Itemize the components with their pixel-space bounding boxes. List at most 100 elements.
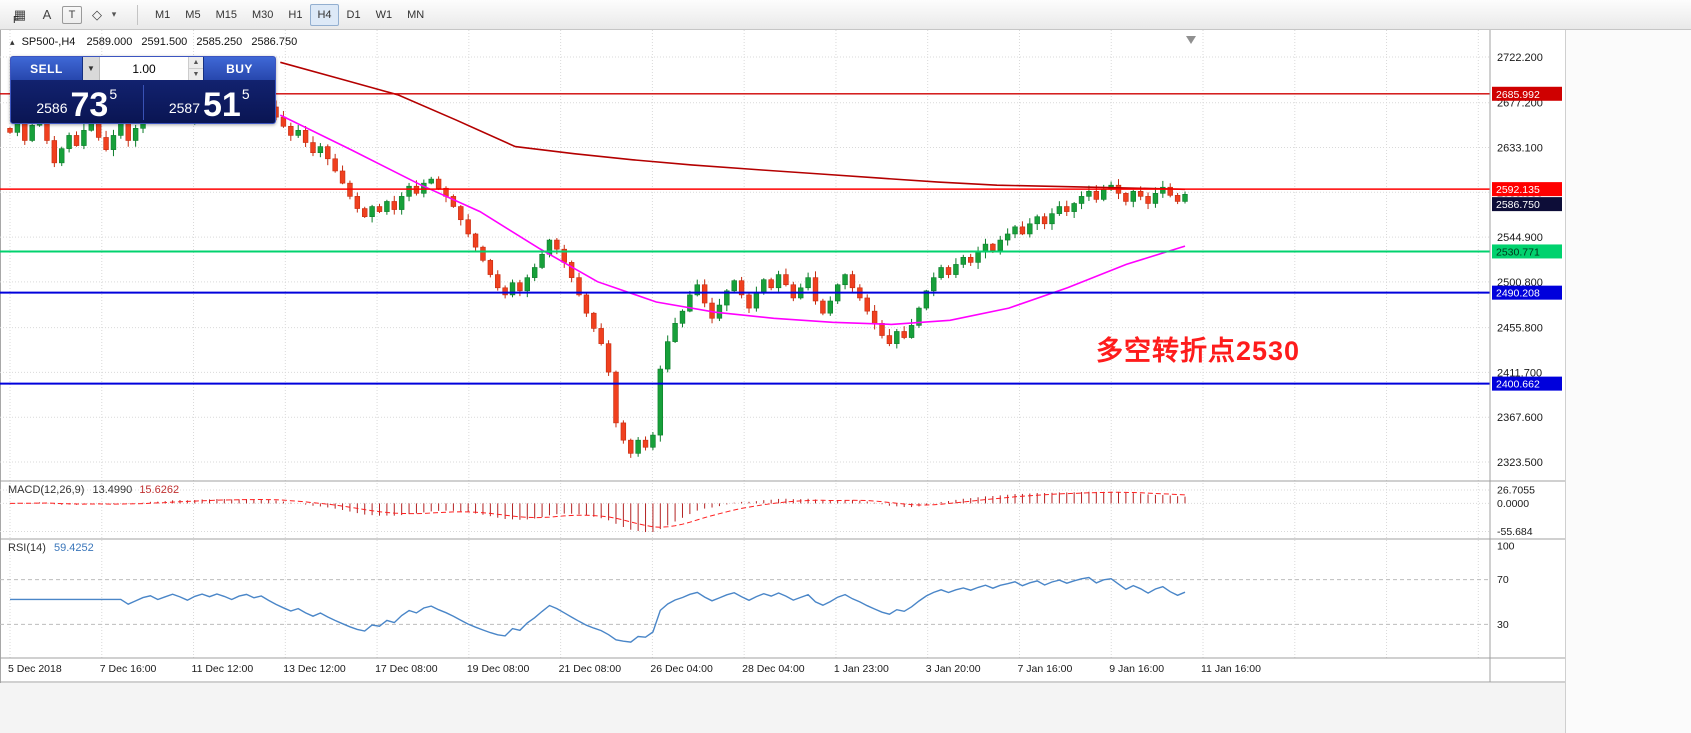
ohlc-close: 2586.750	[251, 36, 298, 48]
axis-price-tag: 2685.992	[1492, 86, 1562, 101]
ask-main: 2587	[168, 100, 201, 116]
one-click-trading-panel: SELL ▼ ▲ ▼ BUY 2586 73 5 2587 51 5	[10, 56, 276, 124]
chart-shift-marker-icon[interactable]	[1186, 36, 1196, 44]
grid-icon[interactable]: ▦	[13, 6, 27, 22]
svg-text:28 Dec 04:00: 28 Dec 04:00	[742, 663, 805, 675]
toolbar-icons: ▦ A T ◇ ▾	[8, 4, 123, 26]
svg-text:2490.208: 2490.208	[1496, 288, 1540, 300]
ma-fast-magenta	[279, 114, 1186, 326]
chart-canvas[interactable]: 2722.2002677.2002633.1002589.0002544.900…	[0, 0, 1565, 733]
axis-price-tag: 2490.208	[1492, 285, 1562, 300]
window-bottom-margin	[0, 683, 1565, 733]
bid-pips: 73	[70, 86, 109, 124]
macd-histogram	[16, 491, 1186, 533]
sell-quote[interactable]: 2586 73 5	[11, 80, 143, 124]
symbol-timeframe-label: SP500-,H4	[21, 36, 76, 48]
macd-value: 13.4990	[92, 484, 133, 496]
bid-frac: 5	[109, 86, 118, 102]
rsi-name: RSI(14)	[8, 542, 46, 554]
rsi-label: RSI(14) 59.4252	[8, 542, 94, 554]
ask-pips: 51	[203, 86, 241, 124]
volume-increase-icon[interactable]: ▲	[189, 57, 203, 69]
svg-text:1 Jan 23:00: 1 Jan 23:00	[834, 663, 889, 675]
ma-slow-red	[280, 61, 1186, 191]
buy-quote[interactable]: 2587 51 5	[144, 80, 276, 124]
svg-text:7 Dec 16:00: 7 Dec 16:00	[100, 663, 157, 675]
volume-spinner: ▲ ▼	[188, 57, 203, 80]
timeframe-w1-button[interactable]: W1	[369, 4, 400, 26]
svg-text:3 Jan 20:00: 3 Jan 20:00	[926, 663, 981, 675]
svg-text:2633.100: 2633.100	[1497, 143, 1543, 155]
timeframe-d1-button[interactable]: D1	[340, 4, 368, 26]
svg-text:2411.700: 2411.700	[1497, 367, 1542, 379]
ohlc-open: 2589.000	[86, 36, 133, 48]
svg-text:2722.200: 2722.200	[1497, 52, 1543, 64]
svg-text:70: 70	[1497, 574, 1509, 586]
timeframe-h4-button[interactable]: H4	[310, 3, 339, 26]
svg-text:2544.900: 2544.900	[1497, 232, 1543, 244]
shapes-icon[interactable]: ◇	[92, 6, 102, 22]
dropdown-chevron-icon[interactable]: ▾	[111, 9, 117, 19]
grid-lines	[0, 30, 1490, 658]
svg-text:26 Dec 04:00: 26 Dec 04:00	[650, 663, 713, 675]
volume-dropdown-icon[interactable]: ▼	[83, 57, 100, 80]
bid-main: 2586	[36, 100, 68, 116]
ohlc-high: 2591.500	[141, 36, 188, 48]
svg-text:2592.135: 2592.135	[1496, 184, 1540, 196]
svg-text:30: 30	[1497, 619, 1509, 631]
timeframe-m5-button[interactable]: M5	[178, 4, 207, 26]
quote-divider	[142, 85, 144, 120]
time-axis[interactable]: 5 Dec 2018 7 Dec 16:00 11 Dec 12:00 13 Dec …	[8, 663, 1261, 675]
macd-axis[interactable]: 26.7055 0.0000 -55.684	[1497, 484, 1535, 537]
stray-letter: F	[13, 15, 20, 26]
window-right-margin	[1565, 30, 1691, 733]
volume-input[interactable]	[100, 57, 188, 80]
svg-text:2586.750: 2586.750	[1496, 199, 1540, 211]
svg-text:2530.771: 2530.771	[1496, 246, 1540, 258]
text-frame-icon[interactable]: T	[62, 5, 82, 24]
chart-header: ▴ SP500-,H4 2589.000 2591.500 2585.250 2…	[10, 36, 303, 48]
ask-frac: 5	[241, 86, 250, 102]
svg-text:7 Jan 16:00: 7 Jan 16:00	[1017, 663, 1072, 675]
rsi-level-lines	[0, 579, 1490, 625]
svg-text:2400.662: 2400.662	[1496, 379, 1540, 391]
svg-text:2455.800: 2455.800	[1497, 323, 1543, 335]
chart-annotation-text[interactable]: 多空转折点2530	[1096, 336, 1301, 366]
chart-expand-icon[interactable]: ▴	[10, 37, 15, 47]
toolbar: ▦ A T ◇ ▾ F M1 M5 M15 M30 H1 H4 D1 W1 MN	[0, 0, 1691, 30]
timeframe-m1-button[interactable]: M1	[148, 4, 177, 26]
text-a-icon[interactable]: A	[42, 7, 52, 22]
panel-borders	[0, 30, 1565, 683]
svg-text:100: 100	[1497, 541, 1515, 553]
candles	[7, 90, 1188, 458]
price-axis[interactable]: 2722.2002677.2002633.1002589.0002544.900…	[1497, 52, 1543, 469]
timeframe-mn-button[interactable]: MN	[400, 4, 431, 26]
toolbar-separator	[137, 4, 138, 25]
svg-text:26.7055: 26.7055	[1497, 484, 1535, 496]
svg-text:-55.684: -55.684	[1497, 526, 1533, 538]
svg-text:2323.500: 2323.500	[1497, 457, 1543, 469]
macd-signal-line	[9, 491, 1186, 528]
macd-name: MACD(12,26,9)	[8, 484, 85, 496]
rsi-line	[10, 576, 1186, 643]
rsi-value: 59.4252	[53, 542, 94, 554]
svg-text:9 Jan 16:00: 9 Jan 16:00	[1109, 663, 1164, 675]
macd-signal-value: 15.6262	[139, 484, 180, 496]
axis-price-tag: 2592.135	[1492, 182, 1562, 197]
svg-text:2685.992: 2685.992	[1496, 89, 1540, 101]
buy-button[interactable]: BUY	[203, 57, 275, 80]
ohlc-low: 2585.250	[196, 36, 243, 48]
sell-button[interactable]: SELL	[11, 57, 83, 80]
svg-text:2367.600: 2367.600	[1497, 412, 1543, 424]
timeframe-h1-button[interactable]: H1	[281, 4, 309, 26]
axis-price-tag: 2586.750	[1492, 197, 1562, 212]
timeframe-m15-button[interactable]: M15	[209, 4, 244, 26]
rsi-axis[interactable]: 100 70 30	[1497, 541, 1515, 631]
svg-text:17 Dec 08:00: 17 Dec 08:00	[375, 663, 438, 675]
timeframe-toolbar: M1 M5 M15 M30 H1 H4 D1 W1 MN	[148, 3, 432, 26]
svg-text:19 Dec 08:00: 19 Dec 08:00	[467, 663, 530, 675]
svg-text:13 Dec 12:00: 13 Dec 12:00	[283, 663, 346, 675]
volume-decrease-icon[interactable]: ▼	[189, 69, 203, 80]
timeframe-m30-button[interactable]: M30	[245, 4, 280, 26]
